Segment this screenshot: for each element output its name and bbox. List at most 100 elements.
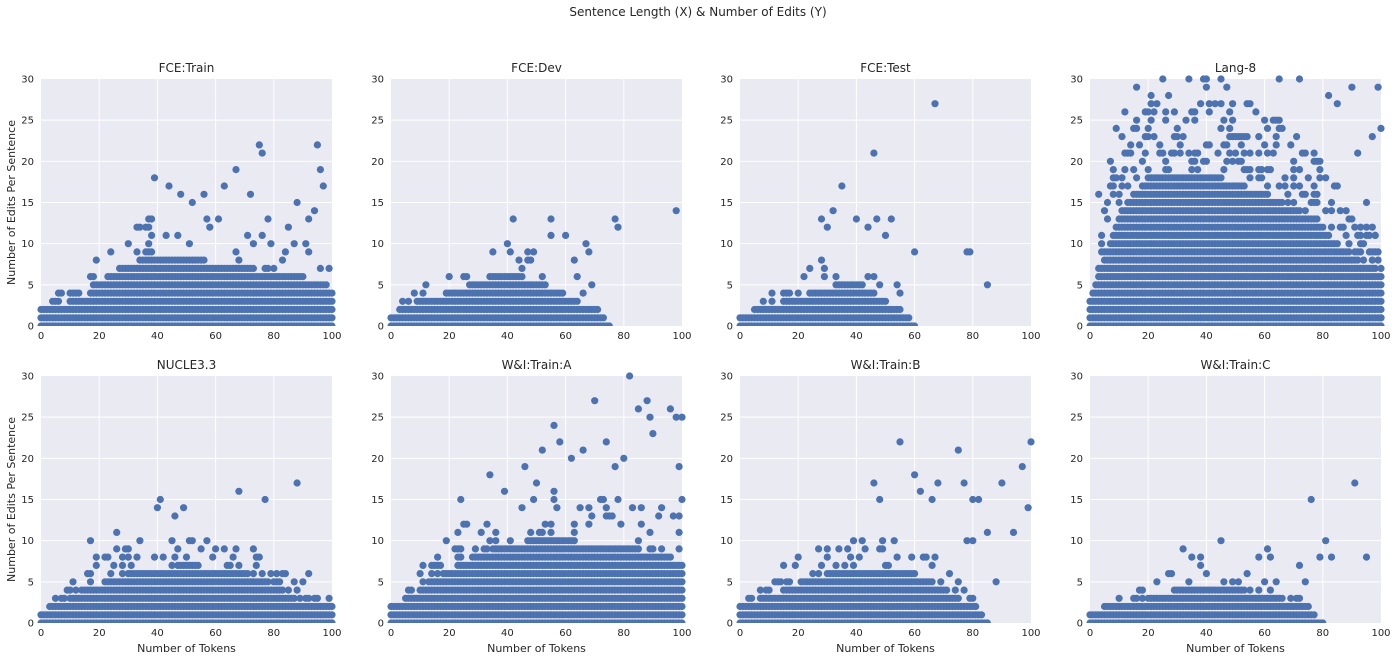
data-point: [1263, 149, 1272, 157]
data-point: [1252, 207, 1260, 215]
data-point: [524, 619, 532, 623]
data-point: [302, 602, 310, 611]
data-point: [139, 305, 147, 314]
x-tick-label: 20: [1142, 331, 1155, 342]
data-point: [815, 570, 823, 578]
data-point: [287, 281, 295, 289]
data-point: [1261, 198, 1269, 207]
data-point: [1362, 305, 1371, 314]
data-point: [788, 305, 797, 314]
y-tick-label: 5: [727, 280, 733, 291]
data-point: [556, 314, 564, 322]
data-point: [419, 289, 427, 297]
data-point: [1167, 149, 1176, 157]
data-point: [1368, 264, 1376, 272]
data-point: [273, 570, 281, 578]
data-point: [591, 397, 599, 405]
data-point: [148, 602, 156, 611]
data-point: [1092, 305, 1100, 314]
data-point: [1150, 231, 1158, 239]
data-point: [559, 289, 567, 297]
data-point: [168, 537, 176, 545]
data-point: [1095, 273, 1103, 281]
data-point: [43, 305, 51, 314]
data-point: [614, 223, 622, 231]
data-point: [1179, 231, 1187, 239]
x-tick-label: 20: [792, 331, 805, 342]
data-point: [873, 215, 881, 223]
data-point: [316, 166, 324, 174]
data-point: [1118, 289, 1126, 297]
data-point: [1150, 207, 1158, 215]
data-point: [177, 578, 185, 586]
data-point: [1313, 240, 1321, 248]
data-point: [84, 586, 92, 594]
data-point: [1156, 141, 1164, 149]
data-point: [1327, 207, 1336, 215]
data-point: [1112, 223, 1120, 231]
x-tick-label: 40: [151, 331, 164, 342]
data-point: [422, 594, 430, 602]
subplot-title: FCE:Dev: [511, 61, 562, 75]
data-point: [669, 512, 677, 520]
y-tick-label: 20: [371, 157, 384, 168]
data-point: [1188, 314, 1196, 322]
data-point: [63, 586, 71, 594]
data-point: [1130, 264, 1138, 272]
data-point: [101, 553, 109, 561]
data-point: [809, 289, 817, 297]
data-point: [1269, 305, 1277, 314]
data-point: [299, 273, 307, 281]
data-point: [1348, 289, 1356, 297]
data-point: [881, 297, 890, 305]
data-point: [142, 281, 150, 289]
data-point: [203, 619, 211, 623]
data-point: [1229, 240, 1237, 248]
data-point: [547, 215, 555, 223]
data-point: [524, 248, 532, 256]
data-point: [95, 297, 103, 305]
data-point: [1255, 190, 1263, 198]
data-point: [1150, 108, 1158, 116]
data-point: [302, 240, 310, 248]
data-point: [180, 504, 188, 512]
x-axis-label: Number of Tokens: [137, 642, 236, 655]
data-point: [614, 594, 622, 602]
data-point: [124, 586, 132, 594]
figure-title: Sentence Length (X) & Number of Edits (Y…: [569, 5, 827, 19]
data-point: [1249, 273, 1257, 281]
data-point: [1147, 297, 1155, 305]
data-point: [1179, 133, 1187, 141]
data-point: [1153, 198, 1161, 207]
data-point: [500, 619, 509, 623]
x-axis-label: Number of Tokens: [487, 642, 586, 655]
data-point: [1202, 198, 1210, 207]
data-point: [655, 611, 663, 619]
data-point: [1304, 314, 1312, 322]
data-point: [1202, 231, 1210, 239]
data-point: [220, 545, 228, 553]
data-point: [1138, 256, 1146, 264]
data-point: [794, 553, 802, 561]
data-point: [1182, 240, 1190, 248]
data-point: [1313, 297, 1321, 305]
data-point: [559, 619, 567, 623]
data-point: [194, 273, 202, 281]
data-point: [640, 594, 648, 602]
data-point: [136, 537, 144, 545]
data-point: [489, 281, 497, 289]
data-point: [130, 289, 138, 297]
data-point: [663, 570, 672, 578]
data-point: [1307, 281, 1315, 289]
data-point: [200, 256, 208, 264]
data-point: [1121, 256, 1129, 264]
x-tick-label: 80: [267, 331, 280, 342]
data-point: [206, 322, 214, 326]
data-point: [463, 602, 471, 611]
data-point: [246, 190, 255, 198]
data-point: [1205, 314, 1213, 322]
x-tick-label: 80: [617, 331, 630, 342]
data-point: [602, 504, 610, 512]
data-point: [165, 602, 173, 611]
data-point: [287, 611, 295, 619]
